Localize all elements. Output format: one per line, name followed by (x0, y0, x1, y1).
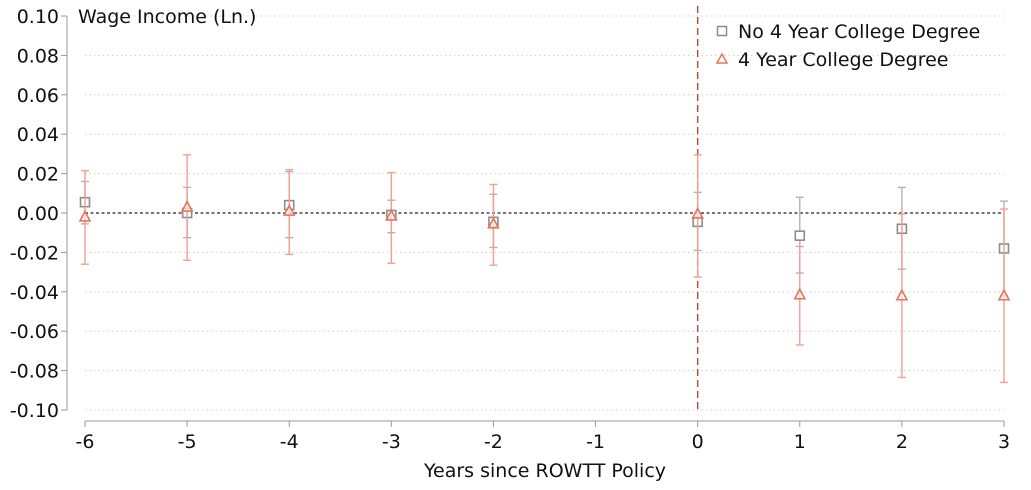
axes: -0.10 -0.08 -0.06 -0.04 -0.02 0.00 0.02 0.04 0.0… (10, 6, 1010, 453)
triangle-point-marker (487, 216, 500, 229)
legend-entry-degree: 4 Year College Degree (715, 49, 948, 71)
triangle-point-marker (282, 203, 296, 216)
triangle-point-marker (793, 287, 807, 300)
x-tick-label: -6 (76, 431, 95, 453)
triangle-point-marker (997, 288, 1011, 301)
legend: No 4 Year College Degree 4 Year College … (715, 21, 980, 71)
y-tick-label: 0.00 (17, 203, 59, 225)
y-tick-label: -0.02 (10, 242, 59, 264)
legend-label-degree: 4 Year College Degree (738, 49, 948, 71)
triangle-point-marker (691, 206, 704, 219)
series-no-degree (79, 170, 1010, 297)
square-point-marker (794, 230, 806, 241)
x-axis-title: Years since ROWTT Policy (423, 460, 666, 482)
y-tick-label: 0.02 (17, 164, 59, 186)
x-tick-label: -1 (586, 431, 605, 453)
y-tick-label: -0.10 (10, 400, 59, 422)
y-tick-label: -0.04 (10, 282, 59, 304)
y-tick-label: -0.08 (10, 361, 59, 383)
x-tick-label: 1 (794, 431, 806, 453)
y-axis-title: Wage Income (Ln.) (78, 6, 256, 28)
y-tick-label: 0.08 (17, 45, 59, 67)
x-tick-label: -4 (280, 431, 299, 453)
y-tick-label: 0.10 (17, 6, 59, 28)
x-tick-label: 3 (998, 431, 1010, 453)
legend-label-no-degree: No 4 Year College Degree (738, 21, 980, 43)
triangle-point-marker (78, 209, 92, 222)
x-tick-label: -2 (484, 431, 503, 453)
legend-triangle-marker-icon (715, 52, 729, 64)
y-tick-label: -0.06 (10, 321, 59, 343)
y-tick-label: 0.04 (17, 124, 59, 146)
data-series (78, 154, 1011, 384)
y-tick-label: 0.06 (17, 85, 59, 107)
legend-entry-no-degree: No 4 Year College Degree (716, 21, 980, 43)
series-degree (78, 154, 1011, 384)
triangle-point-marker (180, 199, 194, 212)
grid-lines (85, 15, 1004, 411)
x-tick-label: 2 (896, 431, 908, 453)
triangle-point-marker (385, 208, 398, 221)
x-tick-label: 0 (692, 431, 704, 453)
x-tick-label: -3 (382, 431, 401, 453)
triangle-point-marker (895, 288, 909, 301)
legend-square-marker-icon (716, 25, 728, 37)
x-tick-label: -5 (178, 431, 197, 453)
